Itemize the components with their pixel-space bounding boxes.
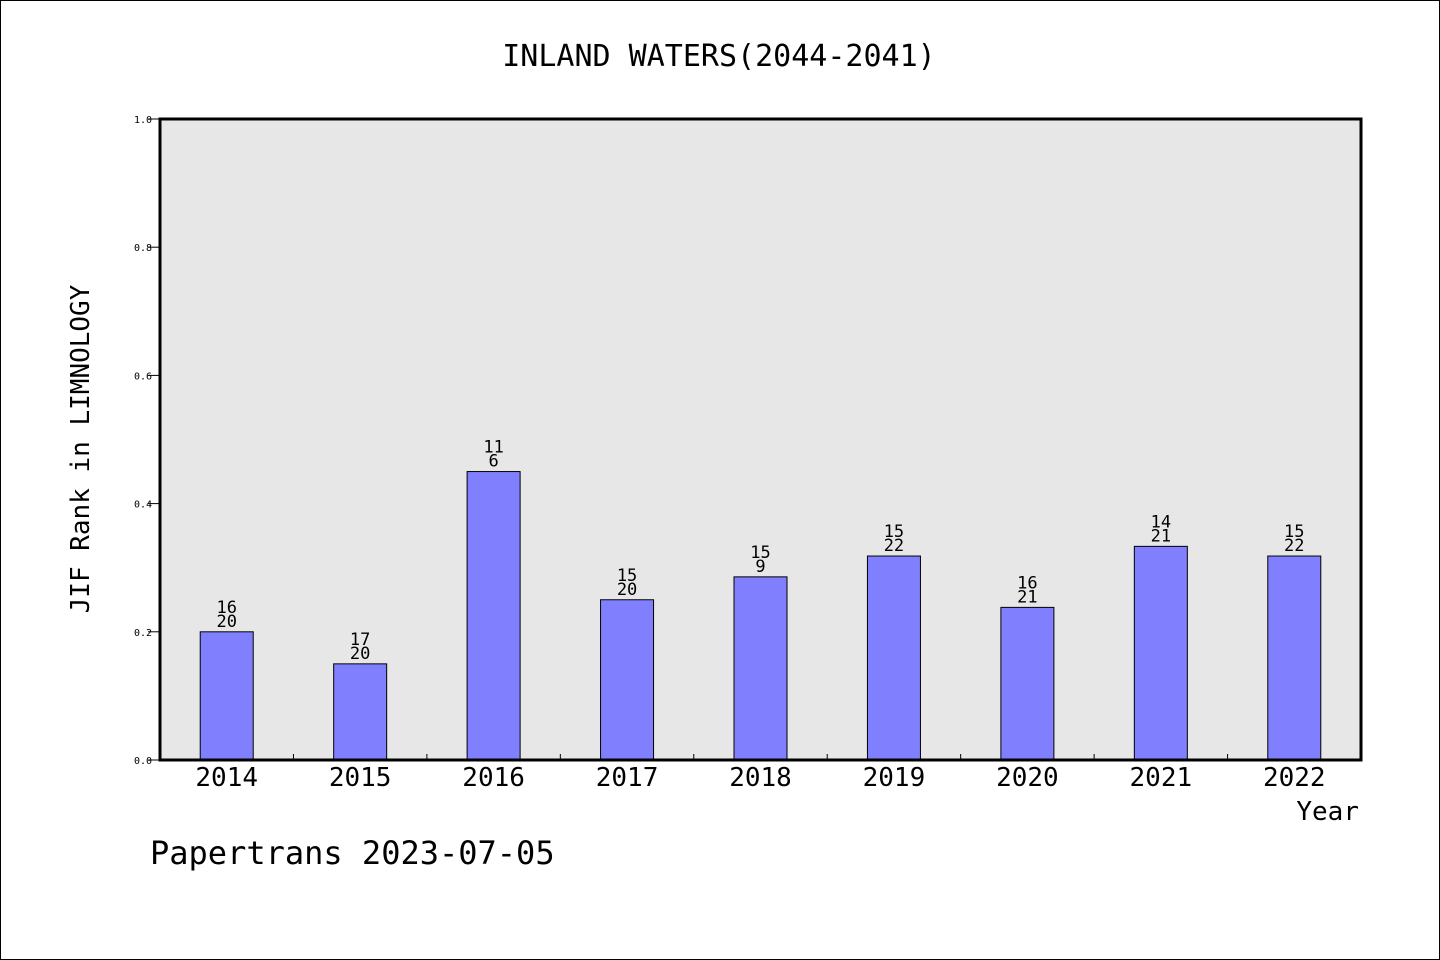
bar-label-top-2020: 16 <box>1017 573 1037 593</box>
x-tick-label-2017: 2017 <box>596 763 659 793</box>
bar-label-top-2017: 15 <box>617 566 637 586</box>
bar-2022 <box>1267 555 1322 761</box>
y-tick-label: 0.8 <box>134 243 152 254</box>
bar-2015 <box>333 663 388 761</box>
x-tick-label-2018: 2018 <box>729 763 792 793</box>
bars-group <box>199 471 1322 761</box>
x-tick-label-2019: 2019 <box>863 763 926 793</box>
bar-2021 <box>1133 545 1188 761</box>
bar-label-bottom-2019: 22 <box>884 536 904 556</box>
bar-label-top-2019: 15 <box>884 522 904 542</box>
bar-2017 <box>600 599 655 761</box>
bar-label-bottom-2014: 20 <box>216 612 236 632</box>
y-tick-label: 0.2 <box>134 628 152 639</box>
bar-label-top-2016: 11 <box>483 438 503 458</box>
bar-label-bottom-2015: 20 <box>350 644 370 664</box>
x-tick-label-2015: 2015 <box>329 763 392 793</box>
x-axis-label: Year <box>1296 797 1359 827</box>
bar-label-bottom-2022: 22 <box>1284 536 1304 556</box>
bar-label-bottom-2017: 20 <box>617 580 637 600</box>
x-tick-label-2016: 2016 <box>462 763 525 793</box>
bar-label-bottom-2018: 9 <box>755 557 765 577</box>
bar-2018 <box>733 576 788 761</box>
y-tick-label: 0.4 <box>134 500 152 511</box>
y-tick-label: 0.6 <box>134 371 152 382</box>
x-tick-label-2022: 2022 <box>1263 763 1326 793</box>
x-axis: 2014 2015 2016 2017 2018 2019 2020 2021 2022 <box>195 754 1326 793</box>
y-axis-label: JIF Rank in LIMNOLOGY <box>66 284 96 613</box>
bar-label-top-2014: 16 <box>216 598 236 618</box>
x-tick-label-2014: 2014 <box>195 763 258 793</box>
footer-credit: Papertrans 2023-07-05 <box>150 834 555 872</box>
y-tick-label: 1.0 <box>134 115 152 126</box>
bar-2014 <box>199 631 254 761</box>
y-tick-label: 0.0 <box>134 756 152 767</box>
bar-label-top-2015: 17 <box>350 630 370 650</box>
bar-2016 <box>466 471 521 761</box>
y-axis: 0.0 0.2 0.4 0.6 0.8 1.0 <box>134 115 160 767</box>
x-tick-label-2020: 2020 <box>996 763 1059 793</box>
plot-border <box>158 117 1363 762</box>
bar-label-bottom-2020: 21 <box>1017 587 1037 607</box>
bar-label-top-2018: 15 <box>750 543 770 563</box>
chart-title: INLAND WATERS(2044-2041) <box>502 39 935 74</box>
bar-2020 <box>1000 606 1055 761</box>
bar-label-bottom-2021: 21 <box>1151 526 1171 546</box>
bar-2019 <box>866 555 921 761</box>
x-tick-label-2021: 2021 <box>1130 763 1193 793</box>
bar-label-bottom-2016: 6 <box>488 452 498 472</box>
bar-label-top-2022: 15 <box>1284 522 1304 542</box>
bar-label-top-2021: 14 <box>1151 512 1171 532</box>
